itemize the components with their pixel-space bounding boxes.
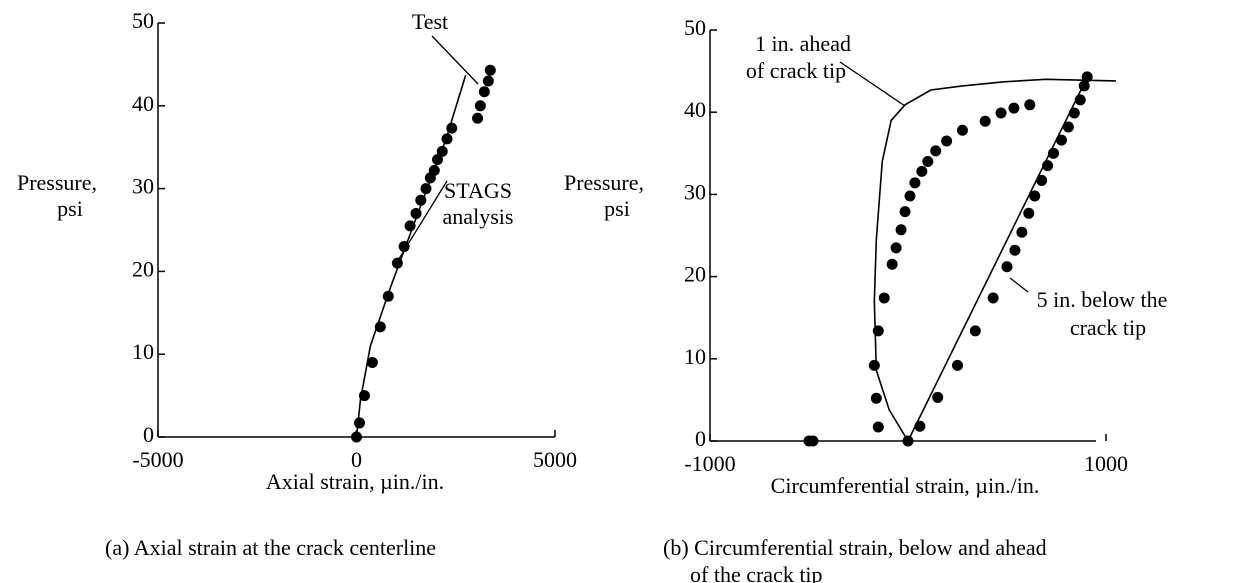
leader-line (431, 35, 479, 85)
x-tick-label: 5000 (533, 447, 577, 472)
marker (482, 75, 494, 87)
y-tick-label: 10 (684, 344, 706, 369)
marker (987, 292, 999, 304)
leader-line (1009, 277, 1029, 293)
marker (899, 206, 911, 218)
marker (904, 190, 916, 202)
marker (478, 86, 490, 98)
marker (956, 124, 968, 136)
caption: (b) Circumferential strain, below and ah… (663, 535, 1047, 560)
marker (872, 421, 884, 433)
marker (807, 435, 819, 447)
marker (930, 145, 942, 157)
marker (952, 359, 963, 371)
caption: (a) Axial strain at the crack centerline (105, 535, 436, 560)
marker (878, 292, 890, 304)
marker (1008, 102, 1020, 114)
y-axis-label: Pressure, (564, 170, 644, 195)
annotation: crack tip (1070, 315, 1146, 340)
marker (922, 156, 934, 168)
y-axis-label: psi (604, 196, 630, 221)
annotation: Test (412, 9, 448, 34)
caption: of the crack tip (690, 562, 823, 583)
marker (472, 112, 484, 124)
x-tick-label: -1000 (684, 451, 735, 476)
y-tick-label: 0 (695, 426, 706, 451)
marker (870, 392, 882, 404)
y-tick-label: 40 (132, 91, 154, 116)
marker (886, 258, 898, 270)
marker (1055, 134, 1067, 146)
marker (1029, 190, 1041, 202)
line (355, 74, 467, 438)
y-axis-label: Pressure, (17, 170, 97, 195)
marker (1024, 99, 1036, 111)
y-tick-label: 50 (684, 15, 706, 40)
x-tick-label: -5000 (132, 447, 183, 472)
line (907, 74, 1089, 442)
y-tick-label: 30 (684, 179, 706, 204)
y-tick-label: 0 (143, 422, 154, 447)
y-tick-label: 30 (132, 174, 154, 199)
x-axis-label: Axial strain, µin./in. (266, 469, 444, 494)
marker (353, 417, 365, 429)
marker (868, 359, 880, 371)
marker (382, 290, 394, 302)
y-axis-label: psi (57, 196, 83, 221)
y-tick-label: 40 (684, 97, 706, 122)
annotation: STAGS (444, 178, 512, 203)
marker (890, 242, 902, 254)
marker (1016, 226, 1028, 238)
marker (969, 325, 981, 337)
x-tick-label: 0 (351, 447, 362, 472)
marker (916, 165, 928, 177)
marker (1009, 244, 1021, 256)
leader-line (839, 61, 906, 107)
line (873, 78, 1116, 442)
marker (932, 391, 944, 403)
annotation: of crack tip (746, 58, 846, 83)
marker (1001, 261, 1013, 273)
y-tick-label: 20 (684, 262, 706, 287)
annotation: analysis (443, 204, 514, 229)
annotation: 5 in. below the (1037, 287, 1168, 312)
annotation: 1 in. ahead (755, 31, 851, 56)
marker (366, 356, 378, 368)
y-tick-label: 20 (132, 256, 154, 281)
x-tick-label: 1000 (1084, 451, 1128, 476)
marker (1023, 207, 1035, 219)
marker (895, 224, 907, 236)
y-tick-label: 50 (132, 8, 154, 33)
marker (1068, 107, 1080, 119)
marker (995, 107, 1007, 119)
marker (909, 177, 921, 189)
x-axis-label: Circumferential strain, µin./in. (771, 473, 1040, 498)
marker (484, 64, 496, 76)
y-tick-label: 10 (132, 339, 154, 364)
marker (941, 135, 953, 147)
marker (474, 100, 486, 112)
marker (1062, 121, 1074, 133)
marker (1036, 174, 1048, 186)
marker (979, 115, 991, 127)
